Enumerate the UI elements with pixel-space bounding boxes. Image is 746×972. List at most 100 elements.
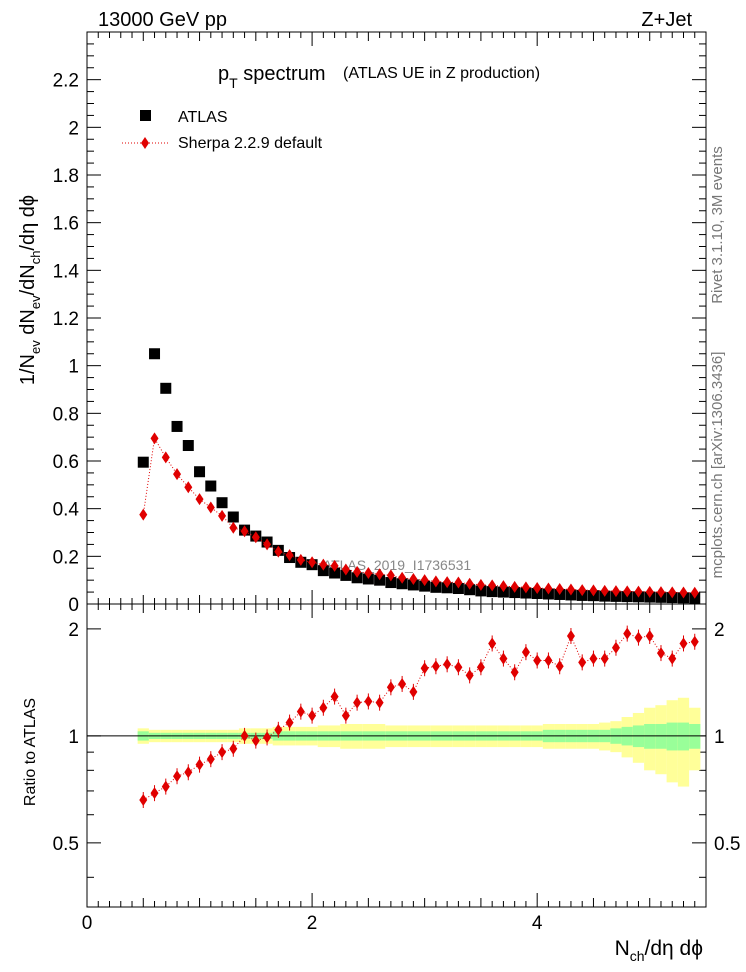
ratio-data-point [431,660,440,673]
x-tick-label: 2 [307,913,318,934]
ratio-data-point [139,794,148,807]
x-axis-label: Nch/dη dϕ [615,937,703,964]
ratio-data-point [533,654,542,667]
ratio-data-point [409,685,418,698]
sherpa-data-point [634,585,643,598]
atlas-data-point [216,497,228,509]
sherpa-data-point [476,578,485,591]
sherpa-data-point [431,575,440,588]
ratio-data-point [656,647,665,660]
sherpa-data-point [161,451,170,464]
watermark: ATLAS_2019_I1736531 [323,557,472,573]
ratio-data-point [488,637,497,650]
ratio-data-point [330,690,339,703]
plot-title-paren: (ATLAS UE in Z production) [343,65,540,82]
atlas-data-point [227,511,239,523]
top-y-tick-label: 1.4 [53,261,80,282]
ratio-data-point [544,654,553,667]
ratio-data-point [589,652,598,665]
sherpa-data-point [398,571,407,584]
ratio-data-point [195,758,204,771]
bottom-y-tick-label: 0.5 [53,834,79,855]
sherpa-data-point [206,501,215,514]
ratio-line [143,633,695,801]
atlas-data-point [137,456,149,468]
bottom-y-tick-label-right: 2 [714,620,725,641]
ratio-data-point [566,629,575,642]
atlas-data-point [486,586,498,598]
sherpa-data-point [611,585,620,598]
ratio-data-point [308,709,317,722]
mcplots-label: mcplots.cern.ch [arXiv:1306.3436] [709,352,726,579]
rivet-label: Rivet 3.1.10, 3M events [709,146,726,304]
ratio-data-point [476,661,485,674]
sherpa-data-point [229,521,238,534]
top-y-tick-label: 1 [68,357,79,378]
ratio-data-point [634,631,643,644]
ratio-data-point [274,723,283,736]
sherpa-data-point [251,531,260,544]
ratio-data-point [690,635,699,648]
bottom-y-tick-label: 2 [68,620,79,641]
ratio-data-point [465,669,474,682]
ratio-data-point [386,681,395,694]
atlas-data-point [194,466,206,478]
sherpa-data-point [600,584,609,597]
sherpa-data-point [184,481,193,494]
top-y-tick-label: 0.8 [53,404,79,425]
legend-sherpa-marker [141,137,149,149]
bottom-y-tick-label: 1 [68,727,79,748]
sherpa-data-point [409,572,418,585]
process-label: Z+Jet [641,9,692,31]
ratio-data-point [398,677,407,690]
sherpa-data-point [521,581,530,594]
top-y-tick-label: 0 [68,595,79,616]
sherpa-data-point [578,584,587,597]
ratio-data-point [499,652,508,665]
atlas-data-point [149,348,161,360]
sherpa-data-point [375,568,384,581]
bottom-y-tick-label-right: 0.5 [714,834,740,855]
sherpa-data-point [285,549,294,562]
sherpa-data-point [173,468,182,481]
ratio-data-point [600,652,609,665]
sherpa-data-point [555,582,564,595]
bottom-panel-frame [86,603,707,908]
top-y-tick-label: 0.2 [53,547,79,568]
sherpa-data-point [544,582,553,595]
sherpa-data-point [386,569,395,582]
sherpa-data-point [645,585,654,598]
sherpa-data-point [274,545,283,558]
top-y-tick-label: 0.6 [53,452,79,473]
sherpa-data-point [623,585,632,598]
ratio-data-point [184,766,193,779]
ratio-data-point [229,742,238,755]
sherpa-data-point [454,576,463,589]
top-y-tick-label: 1.6 [53,214,79,235]
sherpa-data-point [139,508,148,521]
bottom-y-tick-label-right: 1 [714,727,725,748]
sherpa-data-point [589,584,598,597]
plot-title: pT spectrum [218,63,326,91]
top-y-tick-label: 1.2 [53,309,79,330]
sherpa-data-point [488,579,497,592]
ratio-data-point [161,780,170,793]
sherpa-data-point [420,574,429,587]
atlas-data-point [182,440,194,452]
ratio-data-point [173,770,182,783]
atlas-data-point [329,567,341,579]
sherpa-data-point [319,558,328,571]
sherpa-data-point [499,580,508,593]
ratio-data-point [645,629,654,642]
ratio-data-point [578,656,587,669]
sherpa-data-point [364,567,373,580]
ratio-data-point [623,627,632,640]
top-y-tick-label: 0.4 [53,500,80,521]
ratio-data-point [364,695,373,708]
sherpa-data-point [308,556,317,569]
ratio-data-point [150,787,159,800]
atlas-data-point [205,480,217,492]
sherpa-data-point [195,493,204,506]
ratio-data-point [555,660,564,673]
